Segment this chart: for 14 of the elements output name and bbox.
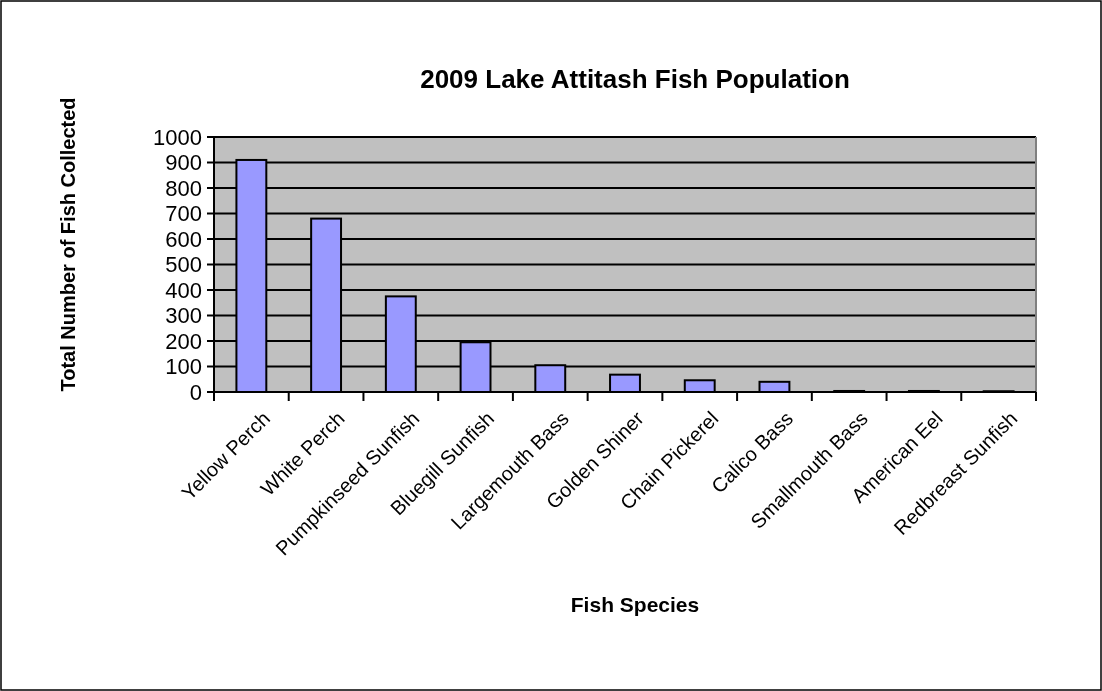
y-tick-label: 400 [165, 277, 202, 303]
y-tick-label: 500 [165, 252, 202, 278]
y-tick-label: 700 [165, 201, 202, 227]
y-tick-label: 1000 [153, 124, 202, 150]
y-axis-title: Total Number of Fish Collected [57, 97, 79, 392]
chart-title: 2009 Lake Attitash Fish Population [420, 64, 850, 94]
y-tick-label: 300 [165, 303, 202, 329]
y-tick-label: 100 [165, 354, 202, 380]
y-tick-label: 600 [165, 226, 202, 252]
x-axis-title: Fish Species [570, 593, 700, 616]
y-tick-label: 200 [165, 328, 202, 354]
y-tick-label: 900 [165, 150, 202, 176]
y-tick-label: 0 [189, 379, 202, 405]
y-tick-label: 800 [165, 175, 202, 201]
